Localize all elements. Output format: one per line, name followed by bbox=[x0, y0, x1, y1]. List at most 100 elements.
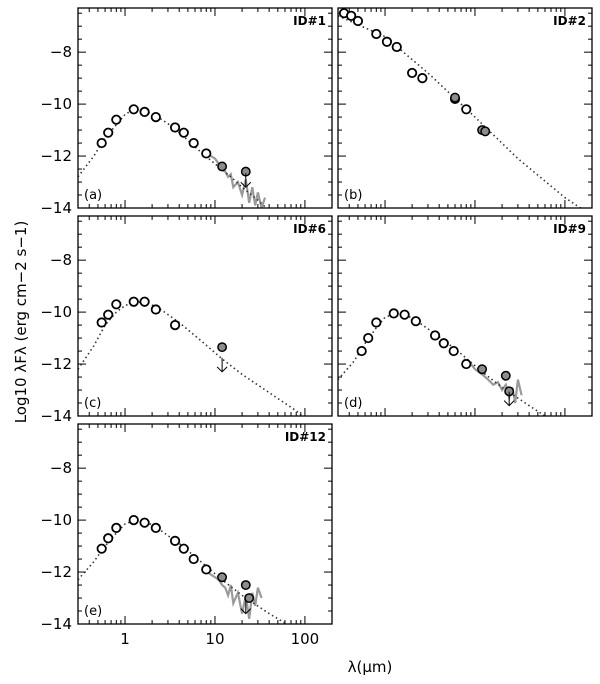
photometry-point bbox=[139, 296, 150, 307]
y-axis-label: Log10 λFλ (erg cm−2 s−1) bbox=[12, 221, 30, 424]
panel-id-label: ID#12 bbox=[285, 430, 326, 444]
mips-point bbox=[480, 126, 491, 137]
photometry-point bbox=[169, 122, 181, 133]
photometry-point bbox=[139, 106, 150, 117]
upper-limit-arrow bbox=[240, 181, 252, 188]
panel-data bbox=[78, 515, 289, 624]
y-tick-label: −14 bbox=[40, 199, 72, 217]
photometry-point bbox=[111, 299, 122, 310]
x-tick-label: 1 bbox=[120, 630, 130, 648]
upper-limit-arrow bbox=[240, 608, 252, 615]
photometry-point bbox=[96, 137, 107, 149]
photometry-point bbox=[407, 67, 418, 79]
panel-letter-label: (b) bbox=[344, 188, 362, 203]
photometry-point bbox=[429, 330, 441, 341]
mips-point bbox=[217, 342, 228, 353]
upper-limit-arrow bbox=[216, 366, 228, 373]
mips-point bbox=[217, 572, 228, 583]
panel-5: −8 −10 −12 −14 1 10 100 ID#12 (e) bbox=[40, 423, 333, 648]
photometry-point bbox=[448, 345, 459, 357]
mips-point bbox=[477, 364, 488, 375]
model-dotted-line bbox=[78, 300, 304, 416]
y-tick-label: −14 bbox=[40, 615, 72, 633]
y-tick-label: −12 bbox=[40, 563, 72, 581]
model-dotted-line bbox=[338, 15, 582, 208]
photometry-point bbox=[201, 148, 212, 159]
photometry-point bbox=[178, 127, 189, 138]
y-tick-label: −8 bbox=[50, 459, 72, 477]
panel-3: −8 −10 −12 −14 ID#6 (c) bbox=[40, 215, 333, 425]
photometry-point bbox=[188, 137, 199, 149]
photometry-point bbox=[410, 316, 421, 327]
photometry-point bbox=[111, 114, 122, 125]
y-tick-label: −10 bbox=[40, 511, 72, 529]
photometry-point bbox=[417, 73, 428, 84]
panel-data bbox=[78, 104, 268, 208]
photometry-point bbox=[356, 345, 367, 357]
panel-id-label: ID#9 bbox=[553, 222, 586, 236]
y-tick-label: −10 bbox=[40, 95, 72, 113]
y-tick-label: −8 bbox=[50, 251, 72, 269]
mips-point bbox=[450, 92, 460, 103]
photometry-point bbox=[128, 104, 139, 115]
photometry-point bbox=[96, 543, 107, 554]
mips-point bbox=[217, 161, 228, 172]
photometry-point bbox=[128, 296, 139, 307]
x-axis-label: λ(μm) bbox=[348, 658, 393, 676]
y-tick-label: −12 bbox=[40, 355, 72, 373]
photometry-point bbox=[399, 309, 410, 320]
x-tick-label: 10 bbox=[205, 630, 224, 648]
spectrum-line bbox=[463, 358, 523, 404]
spectrum-line bbox=[203, 150, 267, 208]
photometry-point bbox=[388, 308, 399, 319]
mips-point bbox=[240, 580, 251, 590]
panel-4: ID#9 (d) bbox=[337, 215, 593, 417]
mips-point bbox=[500, 370, 511, 381]
photometry-point bbox=[188, 553, 199, 565]
spectrum-line bbox=[203, 568, 263, 619]
y-tick-label: −10 bbox=[40, 303, 72, 321]
photometry-point bbox=[371, 28, 382, 40]
mips-point bbox=[244, 593, 255, 603]
upper-limit-arrow bbox=[503, 400, 515, 407]
photometry-point bbox=[201, 564, 212, 575]
panel-frame bbox=[337, 7, 593, 209]
panel-1: −8 −10 −12 −14 ID#1 (a) bbox=[40, 7, 333, 217]
photometry-point bbox=[352, 15, 364, 27]
panels-group: −8 −10 −12 −14 ID#1 (a) ID#2 (b) −8 −10 −12 −14 ID#6… bbox=[40, 7, 593, 648]
photometry-point bbox=[103, 533, 114, 544]
panel-letter-label: (d) bbox=[344, 396, 362, 411]
photometry-point bbox=[346, 10, 357, 21]
y-tick-label: −14 bbox=[40, 407, 72, 425]
panel-data bbox=[338, 308, 546, 416]
photometry-point bbox=[381, 36, 393, 47]
panel-id-label: ID#6 bbox=[293, 222, 326, 236]
photometry-point bbox=[371, 317, 382, 328]
panel-letter-label: (c) bbox=[84, 396, 101, 411]
panel-frame bbox=[77, 215, 333, 417]
panel-frame bbox=[77, 7, 333, 209]
photometry-point bbox=[363, 332, 374, 344]
model-dotted-line bbox=[78, 108, 268, 208]
panel-frame bbox=[337, 215, 593, 417]
photometry-point bbox=[461, 104, 472, 115]
photometry-point bbox=[150, 304, 161, 315]
panel-id-label: ID#2 bbox=[553, 14, 586, 28]
y-tick-label: −8 bbox=[50, 43, 72, 61]
y-tick-label: −12 bbox=[40, 147, 72, 165]
panel-data bbox=[78, 296, 304, 416]
photometry-point bbox=[103, 309, 114, 320]
panel-data bbox=[338, 8, 582, 208]
photometry-point bbox=[169, 535, 181, 546]
photometry-point bbox=[111, 522, 122, 533]
panel-letter-label: (a) bbox=[84, 188, 102, 203]
x-tick-label: 100 bbox=[291, 630, 320, 648]
photometry-point bbox=[169, 319, 181, 331]
panel-letter-label: (e) bbox=[84, 604, 102, 619]
photometry-point bbox=[178, 543, 189, 554]
panel-2: ID#2 (b) bbox=[337, 7, 593, 209]
photometry-point bbox=[103, 127, 114, 138]
photometry-point bbox=[461, 358, 472, 370]
model-dotted-line bbox=[338, 312, 546, 416]
